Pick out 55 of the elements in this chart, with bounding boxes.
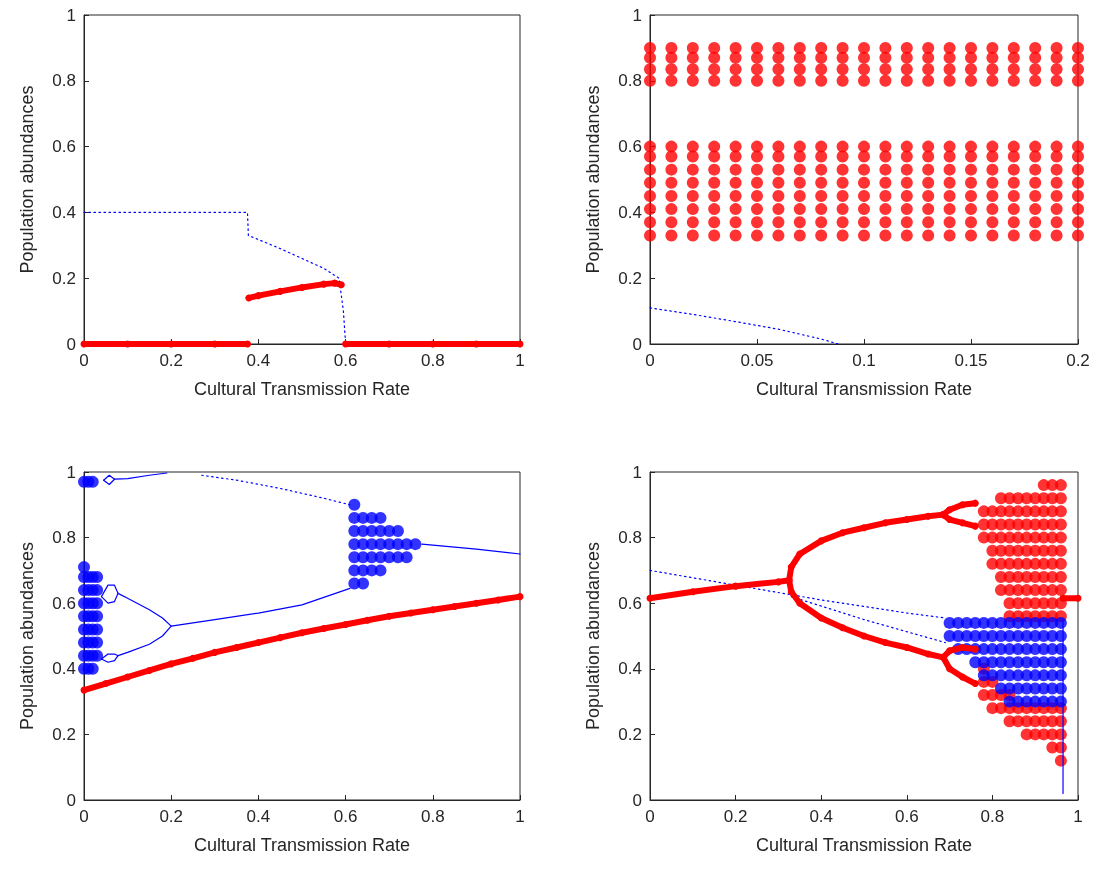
x-axis-title: Cultural Transmission Rate (193, 835, 411, 855)
y-tick-label: 1 (66, 5, 76, 25)
x-axis-title: Cultural Transmission Rate (755, 835, 973, 855)
y-tick-label: 0.6 (52, 137, 76, 157)
x-tick-label: 1 (515, 807, 525, 826)
y-tick-label: 0.2 (618, 724, 642, 744)
y-tick-label: 0 (66, 790, 76, 810)
y-tick-label: 0 (632, 790, 642, 810)
x-tick-label: 0.2 (1066, 351, 1090, 370)
x-tick-label: 0.2 (723, 807, 748, 826)
y-axis-title: Population abundances (17, 541, 37, 731)
y-tick-label: 0.4 (52, 659, 76, 679)
x-tick-label: 0 (79, 351, 89, 370)
y-axis-title: Population abundances (583, 541, 603, 731)
x-tick-label: 0 (645, 807, 655, 826)
x-tick-label: 0.05 (740, 351, 774, 370)
x-tick-label: 0 (79, 807, 89, 826)
y-tick-label: 0.2 (52, 268, 76, 288)
y-tick-label: 0.6 (618, 593, 642, 613)
y-axis-title: Population abundances (17, 85, 37, 274)
x-axis-title: Cultural Transmission Rate (755, 379, 973, 399)
x-tick-label: 0.6 (894, 807, 919, 826)
x-tick-label: 0.4 (246, 351, 271, 370)
y-tick-label: 0 (632, 334, 642, 354)
y-tick-label: 0 (66, 334, 76, 354)
y-tick-label: 0.8 (52, 528, 76, 548)
y-tick-label: 0.8 (618, 528, 642, 548)
y-tick-label: 0.4 (52, 202, 76, 222)
y-tick-label: 0.8 (52, 71, 76, 91)
y-tick-label: 0.6 (618, 137, 642, 157)
y-axis-title: Population abundances (583, 85, 603, 274)
x-tick-label: 0.8 (980, 807, 1005, 826)
x-tick-label: 0.8 (420, 351, 445, 370)
x-axis-title: Cultural Transmission Rate (193, 379, 411, 399)
x-tick-label: 0.1 (852, 351, 876, 370)
y-tick-label: 0.8 (618, 71, 642, 91)
y-tick-label: 0.2 (618, 268, 642, 288)
x-tick-label: 1 (515, 351, 525, 370)
y-tick-label: 0.6 (52, 593, 76, 613)
x-tick-label: 0.4 (246, 807, 271, 826)
y-tick-label: 1 (632, 462, 642, 482)
x-tick-label: 0 (645, 351, 655, 370)
y-tick-label: 1 (66, 462, 76, 482)
x-tick-label: 1 (1073, 807, 1083, 826)
y-tick-label: 0.2 (52, 724, 76, 744)
x-tick-label: 0.4 (809, 807, 834, 826)
y-tick-label: 0.4 (618, 659, 642, 679)
x-tick-label: 0.2 (159, 351, 184, 370)
y-tick-label: 1 (632, 5, 642, 25)
x-tick-label: 0.2 (159, 807, 184, 826)
y-tick-label: 0.4 (618, 202, 642, 222)
x-tick-label: 0.6 (333, 351, 358, 370)
x-tick-label: 0.15 (954, 351, 988, 370)
x-tick-label: 0.8 (420, 807, 445, 826)
x-tick-label: 0.6 (333, 807, 358, 826)
